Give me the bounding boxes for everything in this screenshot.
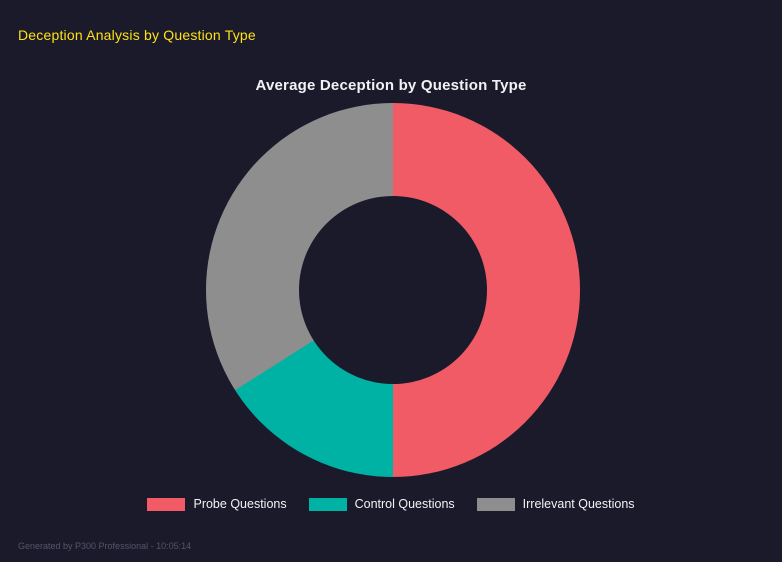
legend-label: Probe Questions bbox=[193, 497, 287, 511]
footer-generated-note: Generated by P300 Professional - 10:05:1… bbox=[18, 541, 192, 551]
legend-swatch-control bbox=[308, 497, 347, 511]
donut-chart[interactable] bbox=[206, 103, 580, 477]
chart-title: Average Deception by Question Type bbox=[255, 77, 527, 94]
legend-label: Irrelevant Questions bbox=[522, 497, 635, 511]
page-title: Deception Analysis by Question Type bbox=[18, 27, 256, 43]
donut-hole bbox=[299, 196, 487, 384]
legend-item-probe[interactable]: Probe Questions bbox=[147, 497, 287, 511]
legend-item-irrelevant[interactable]: Irrelevant Questions bbox=[476, 497, 635, 511]
legend-swatch-irrelevant bbox=[476, 497, 515, 511]
legend-swatch-probe bbox=[147, 497, 186, 511]
legend-label: Control Questions bbox=[354, 497, 455, 511]
legend-item-control[interactable]: Control Questions bbox=[308, 497, 455, 511]
chart-legend: Probe Questions Control Questions Irrele… bbox=[0, 497, 782, 511]
